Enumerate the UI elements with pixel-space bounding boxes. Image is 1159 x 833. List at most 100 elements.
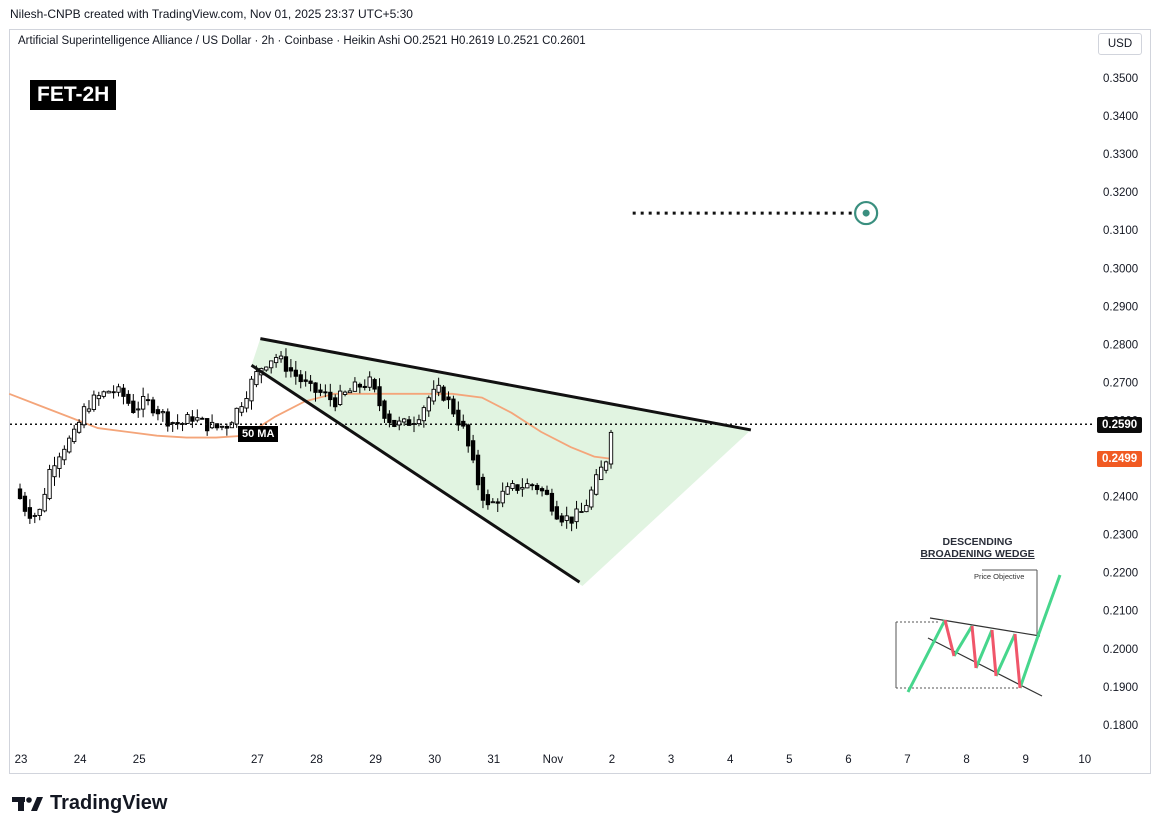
candle-body: [421, 407, 427, 422]
x-tick-label: 31: [487, 754, 500, 766]
candle-body: [42, 493, 47, 512]
candle-body: [190, 416, 195, 422]
candle-body: [347, 390, 353, 394]
symbol-legend: Artificial Superintelligence Alliance / …: [18, 35, 586, 47]
candle-body: [101, 391, 106, 397]
candle-body: [461, 420, 466, 427]
y-tick-label: 0.2800: [1103, 339, 1138, 351]
candles: [17, 348, 614, 532]
candle-body: [520, 487, 525, 490]
candle-body: [603, 461, 609, 471]
candle-body: [47, 468, 52, 499]
x-tick-label: 7: [904, 754, 910, 766]
y-tick-label: 0.3100: [1103, 225, 1138, 237]
y-tick-label: 0.1800: [1103, 720, 1138, 732]
x-tick-label: 28: [310, 754, 323, 766]
y-tick-label: 0.2200: [1103, 568, 1138, 580]
candle-body: [352, 381, 358, 392]
candle-body: [67, 437, 72, 453]
inset-up-legs: [906, 619, 947, 693]
candle-body: [426, 397, 431, 412]
candle-body: [76, 421, 82, 433]
candle-body: [185, 414, 190, 424]
x-tick-label: 3: [668, 754, 674, 766]
candle-body: [224, 425, 230, 429]
candle-body: [505, 486, 510, 495]
y-tick-label: 0.3300: [1103, 149, 1138, 161]
y-tick-label: 0.2700: [1103, 377, 1138, 389]
candle-body: [229, 422, 234, 429]
candle-body: [313, 382, 318, 393]
symbol-tag: FET-2H: [30, 80, 117, 110]
tradingview-logo[interactable]: TradingView: [12, 792, 167, 815]
ma50-curve: [8, 392, 613, 460]
candle-body: [475, 454, 481, 486]
candle-body: [466, 424, 471, 447]
candle-body: [342, 391, 348, 395]
x-tick-label: 27: [251, 754, 264, 766]
candle-body: [470, 440, 476, 461]
inset-upper-trendline: [929, 617, 1041, 637]
candle-body: [57, 456, 62, 469]
candle-body: [126, 393, 131, 404]
wedge-fill: [251, 338, 751, 586]
x-tick-label: 2: [609, 754, 615, 766]
candle-body: [328, 391, 333, 401]
candle-body: [446, 396, 451, 401]
x-tick-label: 4: [727, 754, 734, 766]
tradingview-logo-icon: [12, 796, 43, 811]
candle-body: [525, 483, 530, 489]
price-axis[interactable]: 0.3500 0.3400 0.3300 0.3200 0.3100 0.3000 0.29…: [1103, 73, 1138, 732]
candle-body: [244, 398, 249, 409]
x-tick-label: Nov: [543, 754, 564, 766]
time-axis[interactable]: 23 24 25 27 28 29 30 31 Nov 2 3 4 5 6 7 8 9 10: [15, 754, 1092, 766]
candle-body: [357, 383, 362, 388]
candle-body: [121, 387, 126, 397]
inset-leg-3: [974, 629, 994, 669]
candle-body: [249, 378, 254, 402]
candle-body: [490, 501, 495, 504]
x-tick-label: 10: [1078, 754, 1091, 766]
candle-body: [579, 511, 584, 513]
x-tick-label: 29: [369, 754, 382, 766]
candle-body: [72, 428, 77, 443]
candle-body: [549, 492, 555, 512]
candle-body: [52, 465, 57, 478]
candle-body: [318, 389, 323, 393]
candle-body: [293, 369, 298, 377]
candle-body: [37, 508, 42, 516]
inset-down-3: [990, 629, 998, 677]
candle-body: [431, 388, 436, 402]
candle-body: [278, 355, 284, 360]
candle-body: [436, 384, 441, 393]
candle-body: [86, 408, 92, 412]
candle-body: [195, 417, 200, 421]
candle-body: [569, 516, 574, 524]
inset-diagram: Price Objective: [895, 569, 1062, 697]
currency-button[interactable]: USD: [1098, 33, 1142, 55]
wedge-pattern: [251, 338, 751, 586]
ma-label: 50 MA: [238, 426, 279, 442]
candle-body: [155, 409, 161, 415]
candle-body: [145, 399, 151, 402]
candle-body: [564, 515, 569, 521]
candle-body: [140, 396, 146, 410]
candle-body: [160, 411, 165, 414]
candle-body: [451, 398, 456, 415]
candle-body: [387, 413, 392, 423]
x-tick-label: 9: [1022, 754, 1028, 766]
candle-body: [264, 366, 269, 371]
candle-body: [515, 484, 520, 491]
y-tick-label: 0.2400: [1103, 492, 1138, 504]
candle-body: [131, 400, 136, 413]
candle-body: [554, 506, 559, 520]
candle-body: [106, 390, 111, 394]
author-credit: Nilesh-CNPB created with TradingView.com…: [10, 7, 413, 21]
ma50-line: [8, 392, 613, 460]
inset-title-line1: DESCENDING: [942, 536, 1013, 548]
y-tick-label: 0.2900: [1103, 301, 1138, 313]
x-tick-label: 5: [786, 754, 792, 766]
candle-body: [441, 386, 446, 401]
candle-body: [150, 399, 156, 414]
